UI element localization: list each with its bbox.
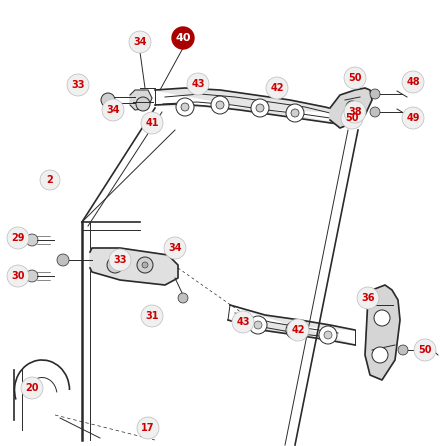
Circle shape bbox=[370, 89, 380, 99]
Polygon shape bbox=[330, 88, 372, 128]
Circle shape bbox=[287, 319, 309, 341]
Circle shape bbox=[266, 77, 288, 99]
Text: 50: 50 bbox=[418, 345, 432, 355]
Circle shape bbox=[40, 170, 60, 190]
Circle shape bbox=[256, 104, 264, 112]
Circle shape bbox=[176, 98, 194, 116]
Circle shape bbox=[187, 73, 209, 95]
Circle shape bbox=[101, 93, 115, 107]
Circle shape bbox=[402, 71, 424, 93]
Circle shape bbox=[286, 104, 304, 122]
Circle shape bbox=[291, 109, 299, 117]
Circle shape bbox=[178, 293, 188, 303]
Text: 38: 38 bbox=[348, 107, 362, 117]
Circle shape bbox=[26, 270, 38, 282]
Circle shape bbox=[402, 107, 424, 129]
Text: 36: 36 bbox=[361, 293, 375, 303]
Polygon shape bbox=[90, 248, 178, 285]
Text: 20: 20 bbox=[25, 383, 39, 393]
Circle shape bbox=[251, 99, 269, 117]
Circle shape bbox=[67, 74, 89, 96]
Polygon shape bbox=[365, 285, 400, 380]
Circle shape bbox=[136, 97, 150, 111]
Circle shape bbox=[286, 321, 304, 339]
Text: 17: 17 bbox=[141, 423, 155, 433]
Circle shape bbox=[211, 96, 229, 114]
Text: 42: 42 bbox=[291, 325, 305, 335]
Circle shape bbox=[254, 321, 262, 329]
Circle shape bbox=[172, 27, 194, 49]
Text: 41: 41 bbox=[145, 118, 159, 128]
Circle shape bbox=[181, 103, 189, 111]
Circle shape bbox=[341, 107, 363, 129]
Circle shape bbox=[137, 257, 153, 273]
Text: 34: 34 bbox=[106, 105, 120, 115]
Circle shape bbox=[324, 331, 332, 339]
Text: 34: 34 bbox=[133, 37, 147, 47]
Text: 48: 48 bbox=[406, 77, 420, 87]
Circle shape bbox=[319, 326, 337, 344]
Text: 50: 50 bbox=[345, 113, 359, 123]
Circle shape bbox=[7, 227, 29, 249]
Circle shape bbox=[374, 310, 390, 326]
Circle shape bbox=[142, 262, 148, 268]
Circle shape bbox=[414, 339, 436, 361]
Circle shape bbox=[141, 112, 163, 134]
Circle shape bbox=[232, 311, 254, 333]
Circle shape bbox=[357, 287, 379, 309]
Circle shape bbox=[7, 265, 29, 287]
Circle shape bbox=[216, 101, 224, 109]
Circle shape bbox=[141, 305, 163, 327]
Polygon shape bbox=[155, 88, 345, 125]
Text: 29: 29 bbox=[11, 233, 25, 243]
Circle shape bbox=[344, 101, 366, 123]
Text: 2: 2 bbox=[47, 175, 54, 185]
Text: 50: 50 bbox=[348, 73, 362, 83]
Circle shape bbox=[112, 262, 118, 268]
Text: 33: 33 bbox=[71, 80, 85, 90]
Polygon shape bbox=[130, 90, 152, 110]
Circle shape bbox=[372, 347, 388, 363]
Text: 31: 31 bbox=[145, 311, 159, 321]
Circle shape bbox=[107, 257, 123, 273]
Circle shape bbox=[398, 345, 408, 355]
Circle shape bbox=[370, 107, 380, 117]
Text: 30: 30 bbox=[11, 271, 25, 281]
Circle shape bbox=[137, 417, 159, 439]
Circle shape bbox=[21, 377, 43, 399]
Text: 34: 34 bbox=[168, 243, 182, 253]
Circle shape bbox=[109, 249, 131, 271]
Circle shape bbox=[164, 237, 186, 259]
Text: 43: 43 bbox=[191, 79, 205, 89]
Circle shape bbox=[249, 316, 267, 334]
Text: 43: 43 bbox=[236, 317, 250, 327]
Circle shape bbox=[102, 99, 124, 121]
Text: 42: 42 bbox=[270, 83, 284, 93]
Circle shape bbox=[344, 67, 366, 89]
Text: 40: 40 bbox=[175, 33, 191, 43]
Text: 33: 33 bbox=[113, 255, 127, 265]
Text: 49: 49 bbox=[406, 113, 420, 123]
Circle shape bbox=[26, 234, 38, 246]
Circle shape bbox=[129, 31, 151, 53]
Circle shape bbox=[291, 326, 299, 334]
Polygon shape bbox=[228, 305, 355, 345]
Circle shape bbox=[57, 254, 69, 266]
